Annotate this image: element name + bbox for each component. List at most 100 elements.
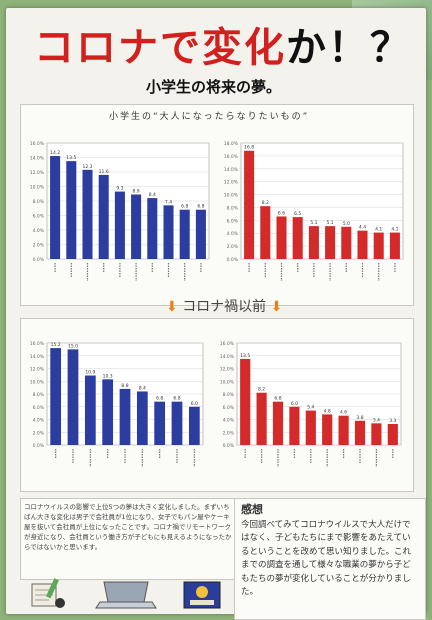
- impression-panel: 感想 今回調べてみてコロナウイルスで大人だけではなく、子どもたちにまで影響をあた…: [234, 498, 426, 620]
- bar: [322, 414, 333, 445]
- impression-title: 感想: [241, 503, 263, 516]
- bar: [244, 150, 255, 259]
- bar-value-label: 8.2: [258, 387, 265, 393]
- bar: [179, 209, 190, 259]
- bar-value-label: 5.1: [327, 220, 334, 226]
- y-tick-label: 0.0%: [33, 257, 45, 263]
- bar-value-label: 4.4: [359, 225, 366, 231]
- top-chart-heading: 小学生の“大人になったらなりたいもの”: [109, 112, 310, 122]
- poster: コロナで変化か！？ 小学生の将来の夢。 小学生の“大人になったらなりたいもの” …: [6, 8, 426, 620]
- bar: [256, 392, 267, 445]
- top-chart-panel: 小学生の“大人になったらなりたいもの” 0.0% 2.0% 4.0% 6.0% 8.0%…: [20, 104, 414, 306]
- bar-value-label: 13.5: [240, 353, 250, 359]
- y-tick-label: 6.0%: [227, 218, 239, 224]
- bar-value-label: 16.8: [244, 145, 254, 151]
- chart-girls-current: 0.0% 2.0% 4.0% 6.0% 8.0% 10.0% 12.0% 14.0% 16.0%…: [224, 141, 404, 281]
- bar: [171, 401, 183, 445]
- divider: ⬇ コロナ禍以前 ⬇: [166, 296, 282, 316]
- title-part3: か！？: [286, 25, 412, 71]
- bar: [272, 401, 284, 445]
- bottom-chart-panel: 0.0% 2.0% 4.0% 6.0% 8.0% 10.0% 12.0% 14.0% 16.0%…: [20, 318, 414, 492]
- y-tick-label: 10.0%: [30, 185, 45, 191]
- laptop-icon: [95, 581, 157, 609]
- poster-subtitle: 小学生の将来の夢。: [146, 78, 282, 96]
- bar: [373, 232, 384, 259]
- y-tick-label: 0.0%: [227, 257, 239, 263]
- bar-value-label: 15.0: [68, 343, 78, 349]
- illustrations: [31, 578, 221, 609]
- y-tick-label: 14.0%: [30, 354, 45, 360]
- bar-value-label: 8.8: [121, 383, 128, 389]
- notes-text: コロナウイルスの影響で上位5つの夢は大きく変化しました。まずいちばん大きな変化は…: [24, 503, 232, 551]
- bar-value-label: 6.8: [156, 396, 163, 402]
- y-tick-label: 8.0%: [33, 199, 45, 205]
- bar-value-label: 3.8: [356, 415, 363, 421]
- bar: [67, 349, 79, 445]
- bar-value-label: 14.2: [50, 150, 60, 156]
- y-tick-label: 10.0%: [224, 193, 239, 199]
- bar-value-label: 4.1: [375, 227, 382, 233]
- bar: [308, 226, 319, 259]
- bar-value-label: 5.0: [343, 221, 350, 227]
- bar: [260, 206, 271, 259]
- y-tick-label: 2.0%: [33, 243, 45, 249]
- y-tick-label: 0.0%: [33, 443, 45, 449]
- bar: [195, 209, 206, 259]
- impression-text: 今回調べてみてコロナウイルスで大人だけではなく、子どもたちにまで影響をあたえてい…: [241, 519, 412, 598]
- bar: [325, 226, 336, 259]
- badge-icon: [183, 581, 221, 609]
- bar: [163, 205, 174, 259]
- y-tick-label: 12.0%: [224, 180, 239, 186]
- y-tick-label: 4.0%: [223, 418, 235, 424]
- bar: [66, 161, 77, 259]
- y-tick-label: 4.0%: [227, 231, 239, 237]
- bar-value-label: 3.4: [373, 417, 380, 423]
- bar-value-label: 8.9: [133, 188, 140, 194]
- y-tick-label: 12.0%: [220, 367, 235, 373]
- bar-value-label: 4.8: [324, 408, 331, 414]
- bar: [84, 375, 96, 445]
- bar-value-label: 4.1: [391, 227, 398, 233]
- bar: [354, 420, 366, 445]
- bar-value-label: 10.9: [85, 370, 95, 376]
- bar: [188, 406, 200, 445]
- y-tick-label: 4.0%: [33, 228, 45, 234]
- bar: [240, 358, 251, 445]
- bar-value-label: 9.3: [116, 186, 123, 192]
- bar: [289, 406, 300, 445]
- bar-value-label: 6.0: [191, 401, 198, 407]
- chart-boys-before: 0.0% 2.0% 4.0% 6.0% 8.0% 10.0% 12.0% 14.0% 16.0%…: [30, 341, 204, 467]
- bar-value-label: 11.6: [99, 169, 109, 175]
- bar-value-label: 8.4: [139, 385, 146, 391]
- y-tick-label: 10.0%: [30, 379, 45, 385]
- bar-value-label: 6.8: [173, 396, 180, 402]
- bar: [341, 226, 352, 259]
- y-tick-label: 0.0%: [223, 443, 235, 449]
- bar: [305, 410, 316, 445]
- bar: [114, 191, 125, 259]
- y-tick-label: 6.0%: [33, 214, 45, 220]
- bar: [357, 230, 368, 259]
- y-tick-label: 16.0%: [30, 141, 45, 147]
- y-tick-label: 2.0%: [227, 244, 239, 250]
- bar: [50, 156, 61, 259]
- bar: [389, 232, 400, 259]
- y-tick-label: 6.0%: [33, 405, 45, 411]
- bar: [276, 216, 287, 259]
- y-tick-label: 10.0%: [220, 379, 235, 385]
- title-part2: 変化: [202, 25, 286, 71]
- notes-panel: コロナウイルスの影響で上位5つの夢は大きく変化しました。まずいちばん大きな変化は…: [20, 498, 236, 580]
- y-tick-label: 12.0%: [30, 170, 45, 176]
- bar: [387, 423, 398, 445]
- y-tick-label: 4.0%: [33, 418, 45, 424]
- bar-value-label: 4.6: [340, 410, 347, 416]
- bar-value-label: 10.3: [103, 373, 113, 379]
- bar-value-label: 8.4: [149, 192, 156, 198]
- y-tick-label: 2.0%: [33, 430, 45, 436]
- y-tick-label: 8.0%: [227, 205, 239, 211]
- bar: [119, 388, 131, 445]
- y-tick-label: 14.0%: [224, 167, 239, 173]
- title-part1: コロナで: [34, 25, 202, 71]
- bar: [102, 379, 114, 445]
- y-tick-label: 16.0%: [220, 341, 235, 347]
